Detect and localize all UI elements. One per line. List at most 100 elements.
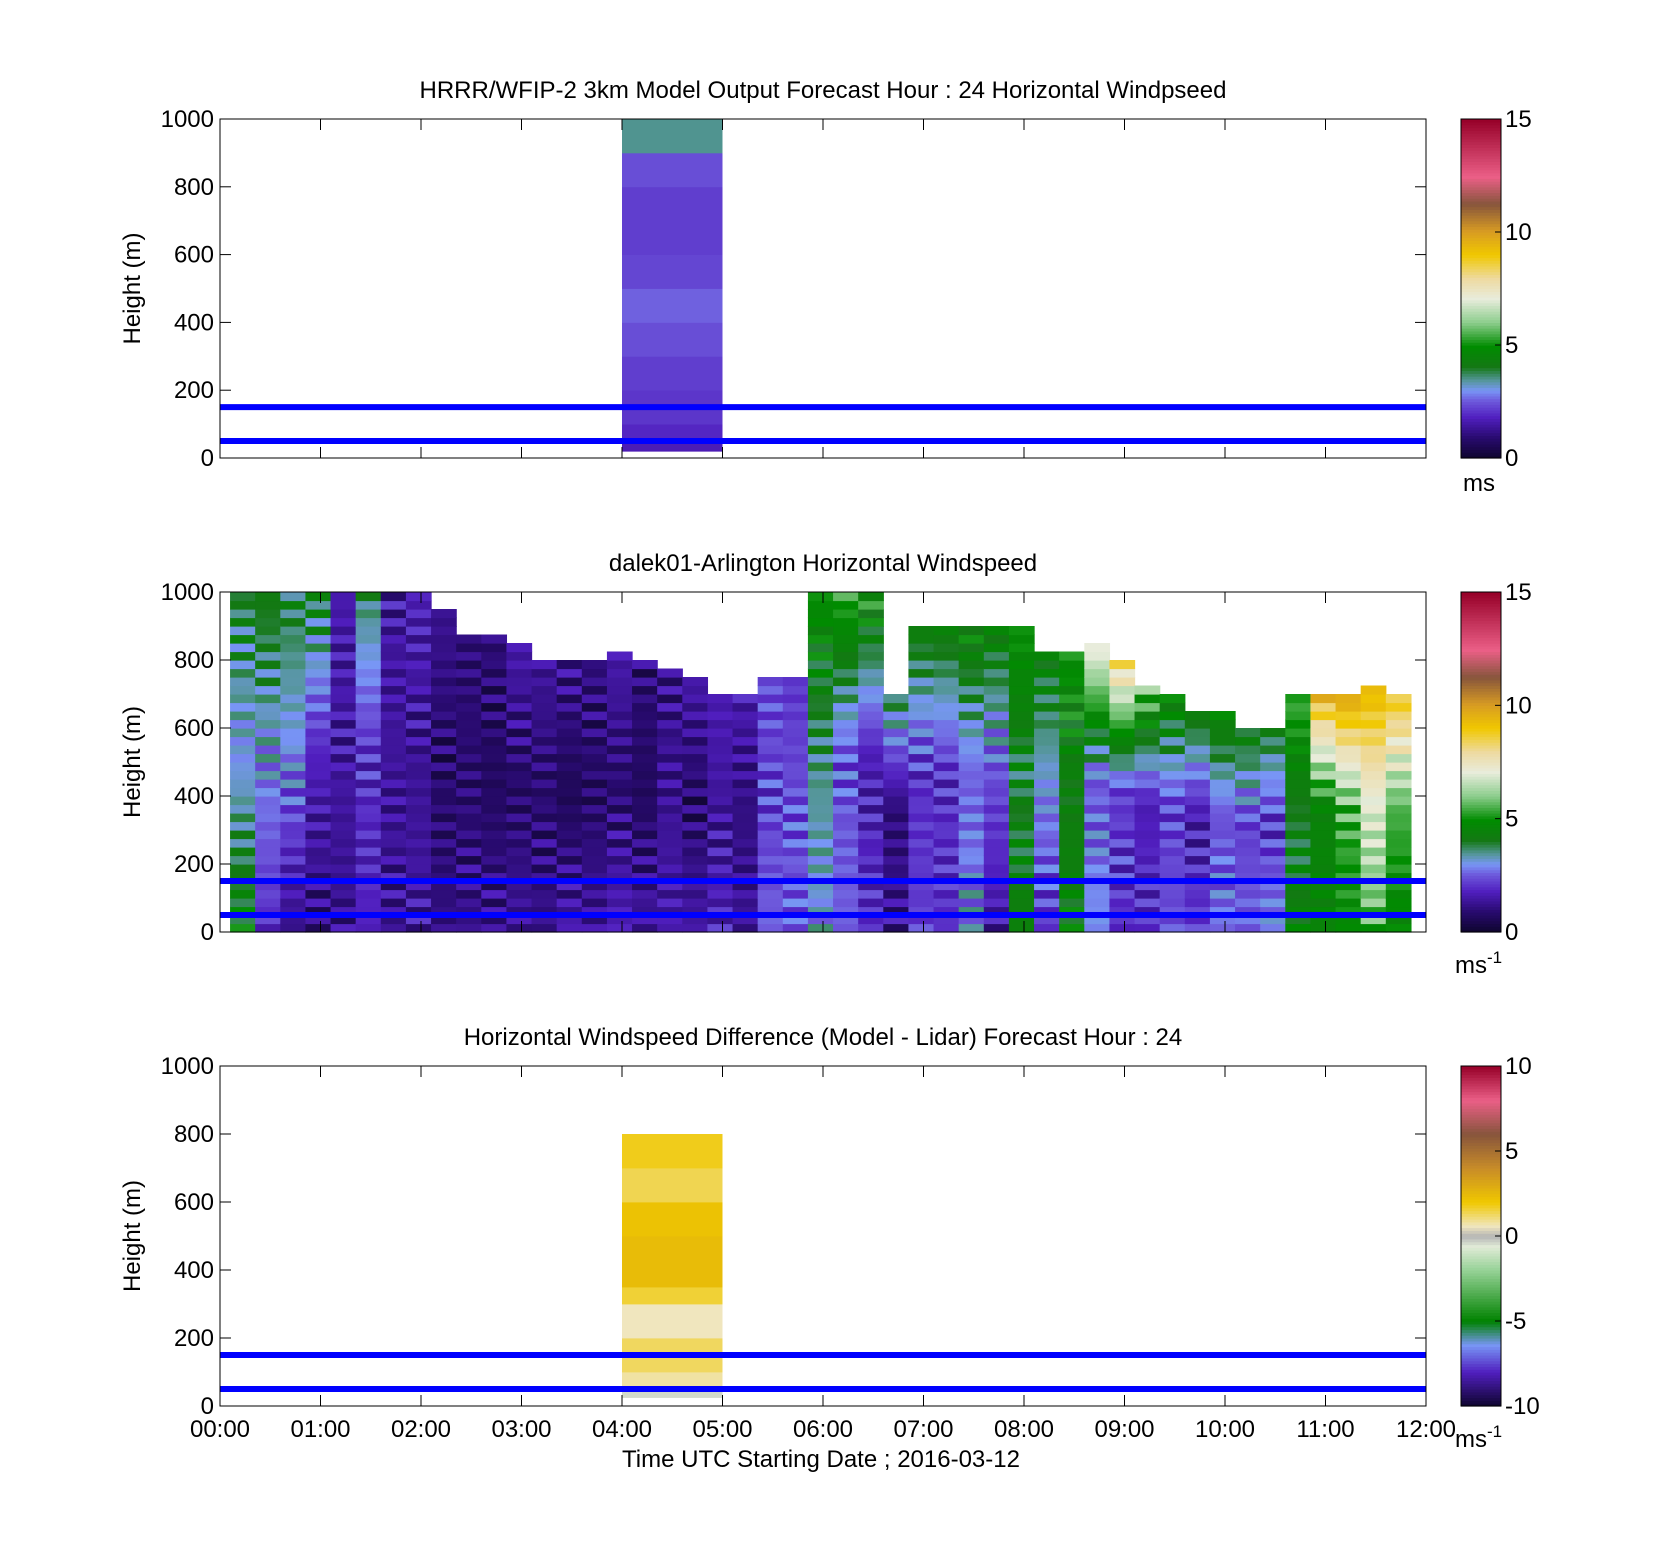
colorbar-segment — [1461, 1108, 1501, 1112]
heatmap-cell — [707, 830, 734, 840]
colorbar-tick-label: 5 — [1505, 332, 1518, 359]
heatmap-cell — [682, 915, 709, 925]
heatmap-cell — [657, 719, 683, 729]
heatmap-cell — [1109, 881, 1136, 891]
heatmap-cell — [1310, 694, 1337, 704]
heatmap-cell — [1335, 770, 1362, 780]
heatmap-cell — [858, 923, 884, 933]
heatmap-cell — [682, 745, 709, 755]
heatmap-cell — [255, 881, 281, 891]
heatmap-cell — [330, 609, 357, 619]
colorbar-segment — [1461, 872, 1501, 876]
heatmap-cell — [255, 677, 281, 687]
heatmap-cell — [481, 889, 508, 899]
heatmap-cell — [330, 660, 357, 670]
heatmap-cell — [1059, 770, 1085, 780]
heatmap-cell — [632, 821, 658, 831]
heatmap-cell — [1335, 847, 1362, 857]
heatmap-cell — [657, 838, 683, 848]
heatmap-cell — [833, 685, 859, 695]
colorbar-segment — [1461, 135, 1501, 140]
colorbar-segment — [1461, 1332, 1501, 1336]
heatmap-cell — [1159, 830, 1186, 840]
heatmap-cell — [883, 779, 910, 789]
heatmap-cell — [1059, 915, 1085, 925]
heatmap-cell — [581, 906, 608, 916]
heatmap-cell — [1008, 872, 1035, 882]
panel-title: dalek01-Arlington Horizontal Windspeed — [609, 550, 1037, 577]
heatmap-cell — [1134, 923, 1161, 933]
heatmap-cell — [883, 796, 910, 806]
heatmap-cell — [481, 906, 508, 916]
colorbar-segment — [1461, 1309, 1501, 1314]
heatmap-cell — [1209, 830, 1236, 840]
heatmap-cell — [456, 643, 482, 653]
heatmap-cell — [1059, 677, 1085, 687]
heatmap-cell — [807, 864, 834, 874]
heatmap-cell — [1134, 881, 1161, 891]
heatmap-cell — [958, 728, 985, 738]
heatmap-cell — [632, 838, 658, 848]
heatmap-cell — [305, 651, 332, 661]
colorbar-segment — [1461, 886, 1501, 891]
colorbar-segment — [1461, 1329, 1501, 1333]
heatmap-cell — [255, 898, 281, 908]
heatmap-cell — [405, 804, 432, 814]
heatmap-cell — [531, 677, 558, 687]
heatmap-cell — [1360, 813, 1387, 823]
colorbar-segment — [1461, 280, 1501, 284]
heatmap-cell — [1310, 762, 1337, 772]
heatmap-cell — [255, 855, 281, 865]
heatmap-cell — [1109, 762, 1136, 772]
heatmap-cell — [506, 685, 533, 695]
heatmap-cell — [1360, 779, 1387, 789]
colorbar-segment — [1461, 1100, 1501, 1104]
heatmap-cell — [958, 779, 985, 789]
heatmap-cell — [330, 923, 357, 933]
heatmap-cell — [682, 889, 709, 899]
heatmap-cell — [958, 753, 985, 763]
colorbar-segment — [1461, 1134, 1501, 1138]
heatmap-cell — [531, 796, 558, 806]
heatmap-cell — [405, 617, 432, 627]
heatmap-cell — [1235, 762, 1261, 772]
heatmap-cell — [506, 813, 533, 823]
heatmap-cell — [1260, 821, 1286, 831]
heatmap-cell — [456, 881, 482, 891]
heatmap-cell — [581, 830, 608, 840]
heatmap-cell — [1159, 702, 1186, 712]
heatmap-cell — [657, 745, 683, 755]
heatmap-cell — [456, 813, 482, 823]
colorbar-segment — [1461, 662, 1501, 667]
colorbar-segment — [1461, 449, 1501, 453]
heatmap-cell — [833, 864, 859, 874]
colorbar-segment — [1461, 443, 1501, 448]
heatmap-cell — [1385, 762, 1412, 772]
colorbar-segment — [1461, 1258, 1501, 1263]
y-tick-label: 400 — [174, 1257, 214, 1284]
heatmap-cell — [632, 898, 658, 908]
heatmap-cell — [380, 753, 407, 763]
heatmap-cell — [833, 694, 859, 704]
heatmap-cell — [481, 804, 508, 814]
heatmap-cell — [657, 872, 683, 882]
heatmap-cell — [1184, 847, 1211, 857]
heatmap-cell — [1285, 923, 1312, 933]
colorbar-segment — [1461, 742, 1501, 746]
heatmap-cell — [1008, 660, 1035, 670]
heatmap-cell — [1335, 881, 1362, 891]
heatmap-cell — [1260, 728, 1286, 738]
panel-title: HRRR/WFIP-2 3km Model Output Forecast Ho… — [420, 77, 1227, 104]
heatmap-cell — [807, 804, 834, 814]
colorbar-tick-label: -10 — [1505, 1393, 1540, 1420]
heatmap-cell — [782, 796, 809, 806]
heatmap-cell — [531, 804, 558, 814]
heatmap-cell — [908, 838, 935, 848]
colorbar-segment — [1461, 1340, 1501, 1345]
heatmap-cell — [531, 872, 558, 882]
heatmap-cell — [1008, 864, 1035, 874]
heatmap-cell — [556, 711, 583, 721]
heatmap-cell — [1109, 779, 1136, 789]
colorbar-segment — [1461, 356, 1501, 360]
heatmap-cell — [556, 796, 583, 806]
